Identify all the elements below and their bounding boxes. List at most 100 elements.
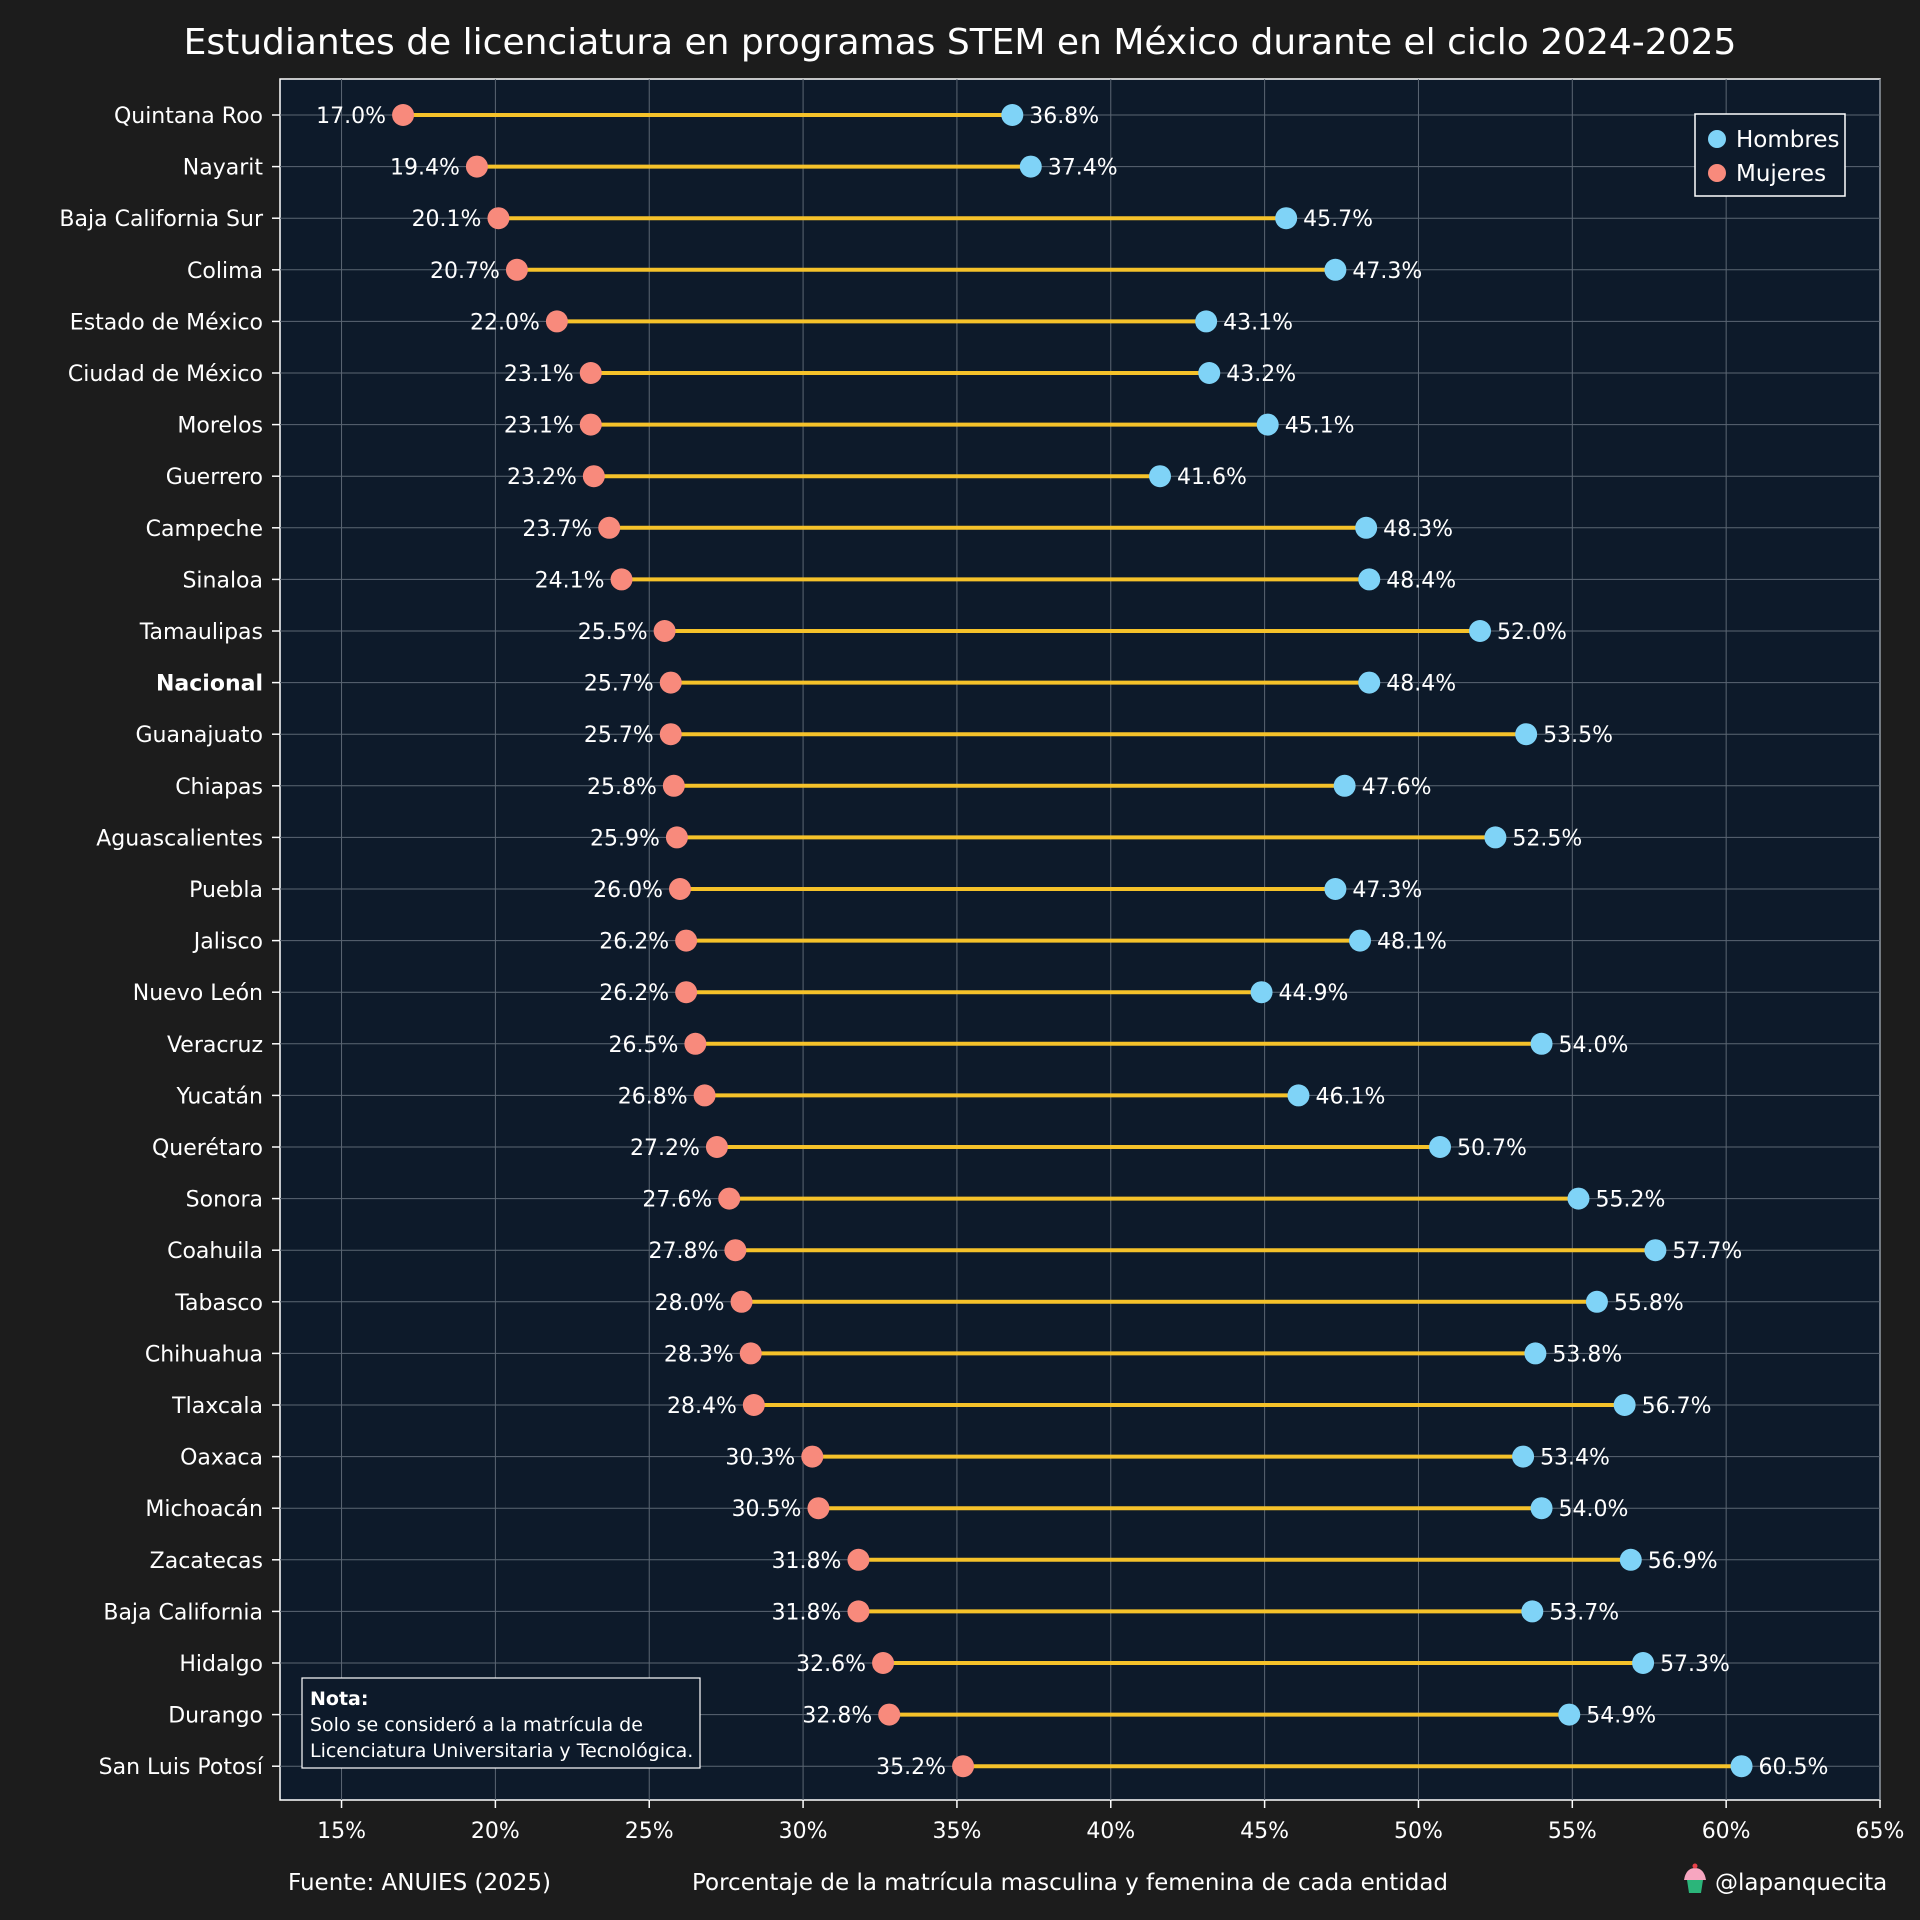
value-label-hombres: 44.9%	[1279, 981, 1349, 1006]
value-label-hombres: 45.7%	[1303, 207, 1373, 232]
marker-mujeres	[392, 104, 415, 126]
marker-hombres	[1250, 981, 1273, 1004]
value-label-mujeres: 27.2%	[630, 1136, 700, 1161]
value-label-mujeres: 26.2%	[599, 981, 669, 1006]
marker-hombres	[1469, 620, 1491, 642]
marker-mujeres	[730, 1290, 753, 1313]
marker-hombres	[1512, 1445, 1535, 1468]
author-handle: @lapanquecita	[1715, 1870, 1887, 1896]
marker-hombres	[1287, 1084, 1310, 1107]
category-label: Tamaulipas	[139, 620, 263, 645]
marker-hombres	[1521, 1600, 1544, 1623]
value-label-hombres: 45.1%	[1285, 414, 1355, 439]
value-label-hombres: 46.1%	[1315, 1084, 1385, 1109]
value-label-hombres: 53.7%	[1549, 1600, 1619, 1625]
value-label-hombres: 50.7%	[1457, 1136, 1527, 1161]
marker-hombres	[1619, 1548, 1642, 1571]
note-line-2: Licenciatura Universitaria y Tecnológica…	[310, 1740, 693, 1762]
marker-mujeres	[505, 258, 528, 281]
legend-label-mujeres: Mujeres	[1736, 161, 1826, 187]
value-label-mujeres: 25.5%	[578, 620, 648, 645]
value-label-hombres: 54.0%	[1559, 1497, 1629, 1522]
value-label-mujeres: 30.3%	[725, 1446, 795, 1471]
category-label: Baja California	[103, 1600, 263, 1625]
y-axis: Quintana Roo Nayarit Baja California Sur Co…	[59, 104, 280, 1780]
marker-mujeres	[724, 1239, 747, 1262]
marker-hombres	[1558, 1703, 1581, 1726]
chart-title: Estudiantes de licenciatura en programas…	[184, 22, 1737, 63]
marker-hombres	[1644, 1239, 1667, 1262]
marker-hombres	[1256, 413, 1279, 436]
value-labels: 17.0% 36.8% 19.4% 37.4% 20.1% 45.7% 20.7% 47.3%…	[316, 104, 1828, 1780]
marker-mujeres	[659, 671, 682, 694]
value-label-hombres: 48.3%	[1383, 517, 1453, 542]
value-label-hombres: 41.6%	[1177, 465, 1247, 490]
marker-hombres	[1198, 362, 1221, 384]
value-label-hombres: 57.3%	[1660, 1652, 1730, 1677]
value-label-mujeres: 23.2%	[507, 465, 577, 490]
value-label-hombres: 48.4%	[1386, 672, 1456, 697]
category-label: Jalisco	[192, 930, 263, 955]
marker-hombres	[1349, 929, 1371, 952]
value-label-hombres: 55.2%	[1595, 1188, 1665, 1213]
category-label: Guerrero	[166, 465, 263, 490]
marker-hombres	[1019, 155, 1042, 178]
value-label-mujeres: 27.8%	[648, 1239, 718, 1264]
category-label: Campeche	[146, 517, 263, 542]
marker-hombres	[1530, 1032, 1553, 1055]
marker-hombres	[1632, 1652, 1655, 1674]
value-label-mujeres: 27.6%	[642, 1188, 712, 1213]
marker-mujeres	[653, 620, 676, 642]
x-tick-label: 65%	[1856, 1819, 1905, 1844]
category-label: Chiapas	[175, 775, 263, 800]
marker-hombres	[1324, 258, 1347, 281]
category-label: Puebla	[189, 878, 263, 903]
value-label-mujeres: 28.4%	[667, 1394, 737, 1419]
marker-mujeres	[675, 929, 698, 952]
x-tick-label: 40%	[1086, 1819, 1135, 1844]
legend-label-hombres: Hombres	[1736, 127, 1839, 153]
marker-hombres	[1275, 207, 1298, 230]
value-label-mujeres: 31.8%	[772, 1549, 842, 1574]
value-label-hombres: 43.1%	[1223, 310, 1293, 335]
marker-mujeres	[669, 878, 691, 900]
x-tick-label: 15%	[317, 1819, 366, 1844]
value-label-hombres: 53.4%	[1540, 1446, 1610, 1471]
category-label: Michoacán	[145, 1497, 263, 1522]
marker-hombres	[1567, 1187, 1590, 1210]
value-label-hombres: 47.3%	[1352, 259, 1422, 284]
x-tick-label: 55%	[1548, 1819, 1597, 1844]
category-label: Sinaloa	[182, 568, 263, 593]
value-label-mujeres: 25.7%	[584, 723, 654, 748]
marker-mujeres	[801, 1445, 824, 1468]
value-label-hombres: 54.0%	[1559, 1033, 1629, 1058]
marker-hombres	[1001, 104, 1024, 126]
value-label-mujeres: 32.8%	[802, 1704, 872, 1729]
marker-hombres	[1613, 1394, 1636, 1416]
marker-hombres	[1524, 1342, 1547, 1365]
x-tick-label: 60%	[1702, 1819, 1751, 1844]
category-label: Guanajuato	[135, 723, 263, 748]
category-label: Nacional	[156, 672, 263, 697]
category-label: Querétaro	[152, 1136, 263, 1161]
value-label-hombres: 54.9%	[1586, 1704, 1656, 1729]
category-label: Estado de México	[70, 310, 263, 335]
category-label: Hidalgo	[179, 1652, 263, 1677]
value-label-mujeres: 17.0%	[316, 104, 386, 129]
x-tick-label: 35%	[932, 1819, 981, 1844]
marker-hombres	[1355, 516, 1378, 539]
marker-hombres	[1149, 465, 1171, 488]
marker-mujeres	[659, 723, 682, 746]
marker-mujeres	[662, 774, 685, 797]
value-label-mujeres: 35.2%	[876, 1755, 946, 1780]
legend-marker-hombres	[1708, 130, 1726, 148]
category-label: Ciudad de México	[68, 362, 263, 387]
category-label: Durango	[168, 1704, 263, 1729]
value-label-mujeres: 30.5%	[732, 1497, 802, 1522]
marker-mujeres	[847, 1548, 870, 1571]
category-label: Colima	[187, 259, 263, 284]
marker-mujeres	[718, 1187, 741, 1210]
category-label: Chihuahua	[145, 1342, 263, 1367]
marker-mujeres	[545, 310, 568, 333]
value-label-hombres: 53.5%	[1543, 723, 1613, 748]
